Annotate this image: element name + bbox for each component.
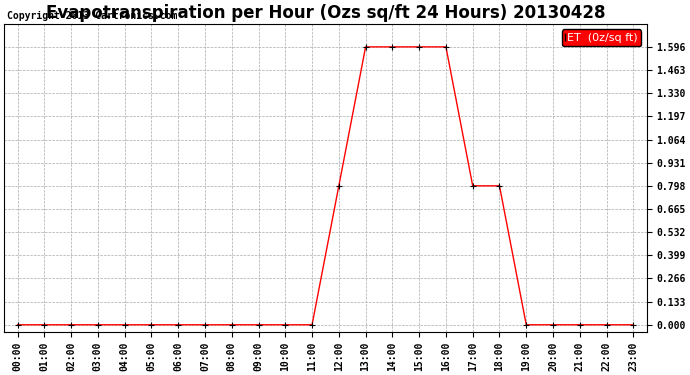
Title: Evapotranspiration per Hour (Ozs sq/ft 24 Hours) 20130428: Evapotranspiration per Hour (Ozs sq/ft 2… xyxy=(46,4,605,22)
Legend: ET  (0z/sq ft): ET (0z/sq ft) xyxy=(562,29,641,46)
Text: Copyright 2013 Cartronics.com: Copyright 2013 Cartronics.com xyxy=(8,10,178,21)
